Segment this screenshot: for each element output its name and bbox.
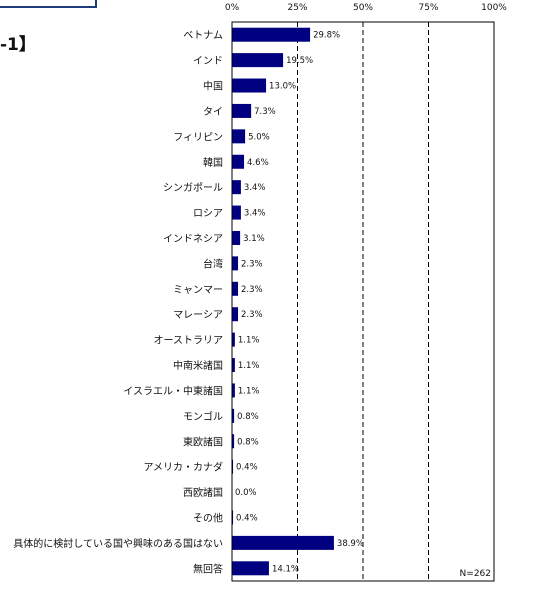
bar [232, 205, 241, 220]
value-label: 1.1% [238, 386, 260, 396]
value-label: 38.9% [337, 539, 364, 549]
category-label: アメリカ・カナダ [144, 461, 224, 474]
category-label: フィリピン [173, 131, 223, 143]
category-label: 無回答 [193, 562, 223, 575]
category-label: タイ [203, 106, 223, 118]
value-label: 14.1% [272, 564, 299, 574]
category-label: 台湾 [203, 257, 223, 270]
bar [232, 510, 234, 525]
bar [232, 27, 311, 42]
category-label: 具体的に検討している国や興味のある国はない [13, 537, 223, 550]
chart-heading-fragment: -1】 [0, 35, 36, 55]
category-label: 東欧諸国 [183, 435, 223, 448]
value-label: 1.1% [238, 361, 260, 371]
value-label: 2.3% [241, 310, 263, 320]
bar [232, 129, 246, 144]
bar [232, 408, 235, 423]
value-label: 0.4% [236, 513, 258, 523]
category-label: 西欧諸国 [183, 486, 223, 499]
bar [232, 180, 241, 195]
value-label: 3.4% [244, 209, 266, 219]
bar [232, 78, 267, 93]
bar [232, 459, 234, 474]
bar [232, 358, 235, 373]
x-tick-label: 75% [418, 3, 438, 13]
bars [232, 27, 334, 576]
x-tick-label: 100% [481, 3, 507, 13]
gridlines [297, 22, 429, 581]
bar [232, 230, 241, 245]
value-label: 5.0% [248, 132, 270, 142]
value-label: 29.8% [313, 31, 340, 41]
category-label: オーストラリア [154, 335, 224, 347]
x-tick-label: 25% [287, 3, 307, 13]
value-label: 3.1% [243, 234, 265, 244]
value-label: 0.8% [237, 412, 259, 422]
value-label: 0.4% [236, 463, 258, 473]
top-frame-decoration [0, 0, 97, 8]
bar [232, 383, 235, 398]
value-labels: 29.8% 19.5% 13.0% 7.3% 5.0% 4.6% 3.4% 3.4% 3.1% 2… [235, 31, 364, 575]
bar [232, 307, 239, 322]
bar [232, 256, 239, 271]
value-label: 0.0% [235, 488, 257, 498]
bar [232, 53, 284, 68]
bar [232, 154, 245, 169]
category-label: ミャンマー [173, 285, 223, 296]
sample-size-note: N=262 [460, 569, 491, 579]
category-label: シンガポール [163, 182, 223, 194]
bar [232, 103, 252, 118]
plot-frame [231, 21, 495, 582]
category-label: インド [193, 56, 223, 67]
category-label: 韓国 [203, 157, 223, 169]
value-label: 0.8% [237, 437, 259, 447]
value-label: 7.3% [254, 107, 276, 117]
category-label: モンゴル [183, 410, 223, 423]
value-label: 1.1% [238, 336, 260, 346]
category-label: イスラエル・中東諸国 [123, 384, 223, 397]
bar [232, 434, 235, 449]
category-label: その他 [193, 511, 223, 524]
bar [232, 281, 239, 296]
category-label: ベトナム [183, 30, 223, 42]
category-label: 中南米諸国 [173, 359, 223, 372]
bar [232, 332, 235, 347]
bar [232, 561, 269, 576]
value-label: 2.3% [241, 259, 263, 269]
category-labels: ベトナムインド中国タイフィリピン韓国シンガポールロシアインドネシア台湾ミャンマー… [13, 30, 223, 576]
value-label: 3.4% [244, 183, 266, 193]
category-label: マレーシア [173, 310, 223, 321]
bar [232, 535, 334, 550]
x-tick-label: 0% [225, 3, 240, 13]
x-axis-ticks: 0% 25% 50% 75% 100% [225, 3, 507, 13]
value-label: 4.6% [247, 158, 269, 168]
category-label: 中国 [203, 80, 223, 93]
value-label: 19.5% [286, 56, 313, 66]
category-label: インドネシア [163, 233, 223, 245]
value-label: 2.3% [241, 285, 263, 295]
category-label: ロシア [193, 209, 223, 220]
x-tick-label: 50% [353, 3, 373, 13]
value-label: 13.0% [269, 82, 296, 92]
